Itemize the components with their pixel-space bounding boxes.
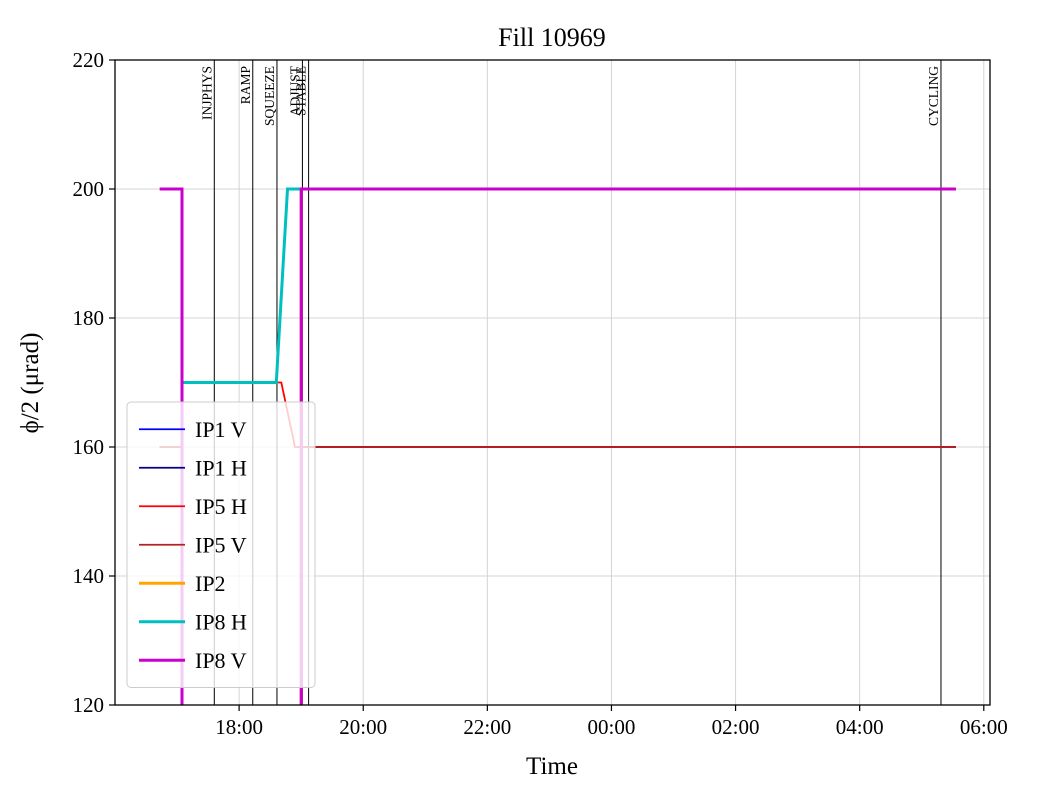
legend-item-ip5-h: IP5 H — [139, 494, 247, 519]
event-label-ramp: RAMP — [238, 66, 253, 104]
legend-label-ip5-v: IP5 V — [195, 532, 247, 557]
legend-label-ip5-h: IP5 H — [195, 494, 247, 519]
x-tick-label: 06:00 — [960, 715, 1008, 739]
event-label-squeeze: SQUEEZE — [262, 66, 277, 126]
legend-label-ip8-v: IP8 V — [195, 648, 247, 673]
legend-item-ip1-h: IP1 H — [139, 455, 247, 480]
legend-item-ip2: IP2 — [139, 571, 226, 596]
legend: IP1 V IP1 H IP5 H IP5 V IP2 IP8 H IP8 V — [126, 401, 316, 688]
x-tick-label: 18:00 — [215, 715, 263, 739]
legend-label-ip8-h: IP8 H — [195, 609, 247, 634]
axis-ticks: 18:00 20:00 22:00 00:00 02:00 04:00 06:00 120 14… — [73, 48, 1008, 739]
y-tick-label: 220 — [73, 48, 105, 72]
legend-item-ip8-v: IP8 V — [139, 648, 247, 673]
y-tick-label: 140 — [73, 564, 105, 588]
event-label-injphys: INJPHYS — [199, 66, 214, 120]
y-tick-label: 200 — [73, 177, 105, 201]
x-tick-label: 04:00 — [836, 715, 884, 739]
chart-title: Fill 10969 — [498, 23, 606, 52]
y-axis-label: ϕ/2 (μrad) — [17, 333, 44, 434]
x-axis-label: Time — [526, 753, 578, 780]
legend-item-ip8-h: IP8 H — [139, 609, 247, 634]
event-label-adjust: ADJUST — [287, 65, 302, 116]
x-tick-label: 20:00 — [339, 715, 387, 739]
legend-item-ip5-v: IP5 V — [139, 532, 247, 557]
x-tick-label: 22:00 — [463, 715, 511, 739]
y-tick-label: 120 — [73, 693, 105, 717]
plot-frame — [114, 59, 991, 706]
legend-box — [126, 401, 316, 688]
x-tick-label: 00:00 — [588, 715, 636, 739]
event-label-cycling: CYCLING — [926, 66, 941, 126]
legend-item-ip1-v: IP1 V — [139, 417, 247, 442]
x-tick-label: 02:00 — [712, 715, 760, 739]
y-tick-label: 180 — [73, 306, 105, 330]
legend-label-ip1-v: IP1 V — [195, 417, 247, 442]
y-tick-label: 160 — [73, 435, 105, 459]
legend-label-ip1-h: IP1 H — [195, 455, 247, 480]
legend-label-ip2: IP2 — [195, 571, 226, 596]
event-label-stable: STABLE — [294, 66, 309, 116]
